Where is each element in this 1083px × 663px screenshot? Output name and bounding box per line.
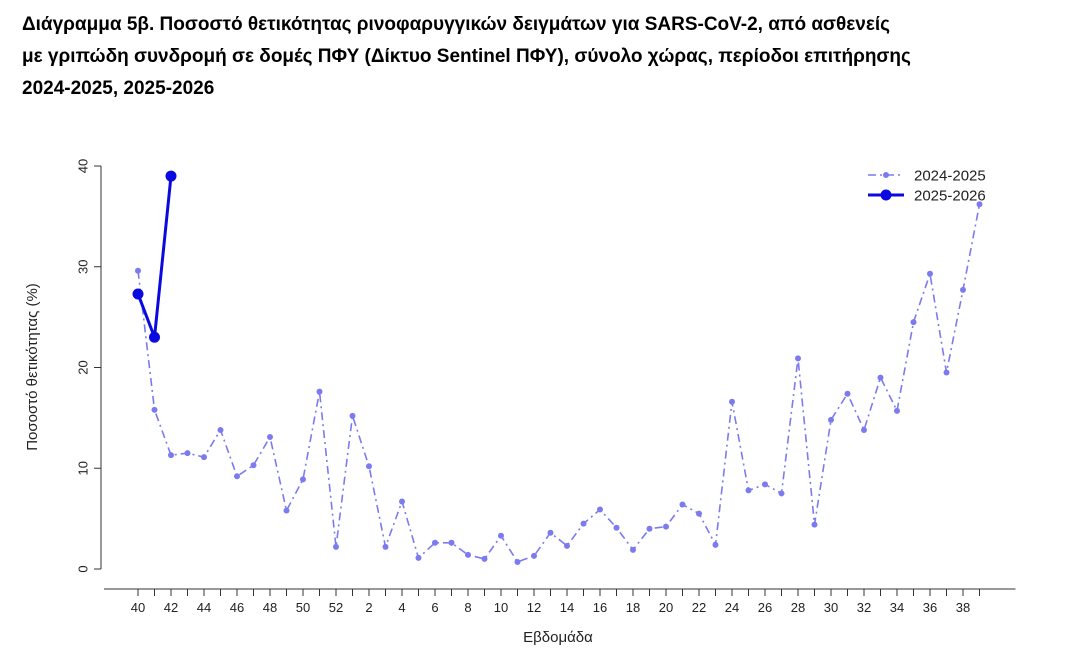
data-point (795, 355, 801, 362)
data-point (696, 510, 702, 517)
x-tick-label: 28 (791, 600, 805, 615)
x-tick-label: 36 (923, 600, 937, 615)
data-point (135, 267, 141, 274)
y-tick-label: 20 (76, 360, 91, 374)
data-point (531, 552, 537, 559)
data-point (729, 398, 735, 405)
data-point (382, 543, 389, 550)
data-point (844, 390, 851, 397)
data-point (498, 532, 504, 539)
x-tick-label: 42 (164, 600, 178, 615)
data-point (927, 270, 933, 277)
x-tick-label: 8 (464, 600, 471, 615)
legend-label: 2025-2026 (914, 187, 986, 204)
x-tick-label: 46 (230, 600, 244, 615)
data-point (234, 473, 240, 480)
data-point (630, 546, 636, 553)
data-point (283, 507, 290, 514)
y-tick-label: 0 (76, 565, 91, 572)
data-point (877, 374, 884, 381)
data-point (597, 506, 603, 513)
data-point (267, 434, 273, 441)
data-point (465, 551, 471, 558)
data-point (432, 539, 438, 546)
chart-title: με γριπώδη συνδρομή σε δομές ΠΦΥ (Δίκτυο… (22, 46, 911, 67)
data-point (149, 331, 160, 343)
x-tick-label: 30 (824, 600, 838, 615)
data-point (613, 524, 620, 531)
data-point (894, 407, 900, 414)
data-point (151, 406, 158, 413)
legend-marker (880, 189, 892, 201)
data-point (910, 319, 917, 326)
x-axis-label: Εβδομάδα (523, 629, 593, 646)
data-point (481, 555, 488, 562)
x-tick-label: 10 (494, 600, 508, 615)
x-tick-label: 18 (626, 600, 640, 615)
data-point (663, 523, 669, 530)
data-point (366, 463, 372, 470)
legend-marker (883, 172, 889, 178)
data-point (861, 426, 867, 433)
data-point (828, 416, 834, 423)
data-point (316, 388, 323, 395)
data-point (811, 521, 818, 528)
data-point (564, 542, 570, 549)
x-tick-label: 20 (659, 600, 673, 615)
data-point (778, 490, 785, 497)
data-point (679, 501, 686, 508)
data-point (448, 539, 455, 546)
data-point (250, 462, 257, 469)
y-tick-label: 40 (76, 159, 91, 173)
x-tick-label: 52 (329, 600, 343, 615)
legend-label: 2024-2025 (914, 167, 986, 184)
x-tick-label: 50 (296, 600, 310, 615)
x-tick-label: 32 (857, 600, 871, 615)
data-point (415, 554, 422, 561)
x-tick-label: 4 (398, 600, 405, 615)
data-point (333, 543, 339, 550)
data-point (712, 541, 719, 548)
x-tick-label: 40 (131, 600, 145, 615)
x-tick-label: 14 (560, 600, 574, 615)
y-tick-label: 30 (76, 260, 91, 274)
data-point (580, 520, 587, 527)
data-point (217, 426, 224, 433)
data-point (165, 170, 177, 182)
data-point (943, 369, 950, 376)
x-tick-label: 6 (431, 600, 438, 615)
data-point (349, 412, 356, 419)
data-point (646, 525, 653, 532)
data-point (745, 487, 752, 494)
x-tick-label: 22 (692, 600, 706, 615)
data-point (300, 476, 306, 483)
y-axis-label: Ποσοστό θετικότητας (%) (24, 283, 41, 451)
x-tick-label: 16 (593, 600, 607, 615)
chart-title: Διάγραμμα 5β. Ποσοστό θετικότητας ρινοφα… (22, 14, 890, 35)
data-point (762, 481, 768, 488)
x-tick-label: 48 (263, 600, 277, 615)
data-point (976, 201, 983, 208)
data-point (547, 529, 554, 536)
x-tick-label: 24 (725, 600, 739, 615)
data-point (201, 454, 207, 461)
x-tick-label: 26 (758, 600, 772, 615)
data-point (168, 452, 174, 459)
x-tick-label: 12 (527, 600, 541, 615)
data-point (399, 498, 405, 505)
chart-title: 2024-2025, 2025-2026 (22, 78, 214, 99)
data-point (514, 558, 521, 565)
x-tick-label: 34 (890, 600, 904, 615)
data-point (132, 288, 144, 300)
data-point (960, 286, 966, 293)
x-tick-label: 2 (365, 600, 372, 615)
x-tick-label: 38 (956, 600, 970, 615)
x-tick-label: 44 (197, 600, 211, 615)
y-tick-label: 10 (76, 461, 91, 475)
data-point (184, 450, 191, 457)
series-line (137, 204, 981, 563)
